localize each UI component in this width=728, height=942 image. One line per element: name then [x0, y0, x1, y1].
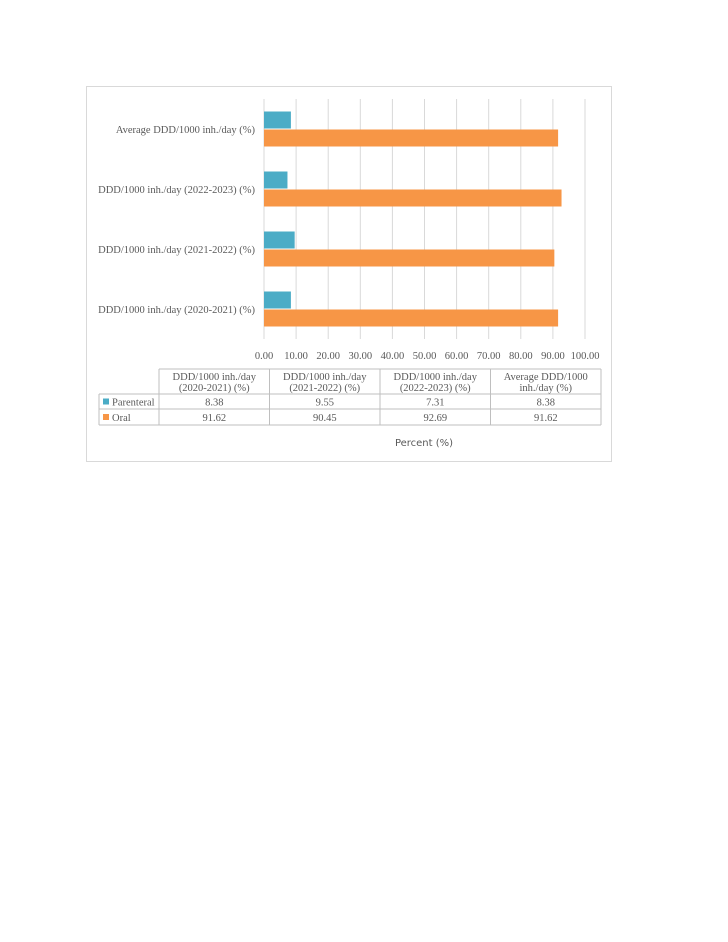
legend-key [103, 414, 109, 420]
table-cell: 92.69 [423, 413, 447, 424]
table-cell: 91.62 [202, 413, 226, 424]
x-tick-label: 80.00 [509, 351, 533, 362]
table-header-line1: DDD/1000 inh./day [283, 372, 367, 383]
bar-parenteral [264, 231, 295, 249]
bar-oral [264, 189, 562, 207]
x-tick-label: 30.00 [348, 351, 372, 362]
category-label: Average DDD/1000 inh./day (%) [116, 125, 256, 136]
bar-oral [264, 249, 555, 267]
category-label: DDD/1000 inh./day (2021-2022) (%) [98, 245, 255, 256]
chart-svg: DDD/1000 inh./day (2020-2021) (%)DDD/100… [98, 99, 602, 449]
table-row-label: Oral [112, 413, 131, 424]
table-cell: 91.62 [534, 413, 558, 424]
bar-parenteral [264, 111, 291, 129]
table-cell: 8.38 [205, 398, 223, 409]
category-label: DDD/1000 inh./day (2020-2021) (%) [98, 305, 255, 316]
table-header-line2: inh./day (%) [520, 383, 573, 394]
x-tick-label: 40.00 [381, 351, 405, 362]
x-axis-title: Percent (%) [395, 438, 453, 449]
table-cell: 7.31 [426, 398, 444, 409]
bar-oral [264, 129, 559, 147]
table-header-line2: (2022-2023) (%) [400, 383, 471, 394]
bar-oral [264, 309, 559, 327]
x-tick-label: 70.00 [477, 351, 501, 362]
bar-parenteral [264, 171, 288, 189]
x-tick-label: 60.00 [445, 351, 469, 362]
table-header-line1: Average DDD/1000 [504, 372, 588, 383]
table-cell: 8.38 [537, 398, 555, 409]
category-label: DDD/1000 inh./day (2022-2023) (%) [98, 185, 255, 196]
table-header-line2: (2020-2021) (%) [179, 383, 250, 394]
legend-key [103, 398, 109, 405]
x-tick-label: 100.00 [571, 351, 600, 362]
x-tick-label: 90.00 [541, 351, 565, 362]
table-header-line2: (2021-2022) (%) [289, 383, 360, 394]
chart-frame: DDD/1000 inh./day (2020-2021) (%) DDD/100… [86, 86, 612, 462]
x-tick-label: 0.00 [255, 351, 273, 362]
table-cell: 9.55 [316, 398, 334, 409]
table-row-label: Parenteral [112, 398, 155, 409]
x-tick-label: 10.00 [284, 351, 308, 362]
x-tick-label: 20.00 [316, 351, 340, 362]
table-cell: 90.45 [313, 413, 337, 424]
table-header-line1: DDD/1000 inh./day [394, 372, 478, 383]
bar-parenteral [264, 291, 291, 309]
x-tick-label: 50.00 [413, 351, 437, 362]
table-header-line1: DDD/1000 inh./day [173, 372, 257, 383]
